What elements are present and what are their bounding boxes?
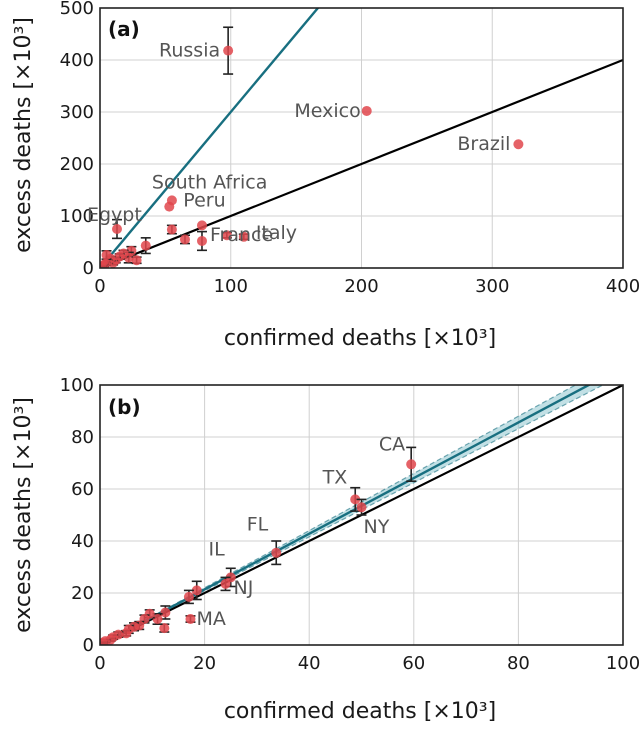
panel-b-xlabel: confirmed deaths [×10³] bbox=[224, 699, 496, 724]
panel-a-xtick-label: 0 bbox=[94, 276, 105, 297]
panel-a-data-point bbox=[238, 231, 249, 242]
panel-a-point-label: Brazil bbox=[457, 133, 510, 155]
panel-a-point-label: Mexico bbox=[294, 100, 360, 122]
panel-a-data-point bbox=[179, 234, 190, 245]
panel-a-plot-area bbox=[100, 8, 623, 268]
panel-b-point-label: FL bbox=[247, 514, 269, 536]
panel-b-xtick-label: 100 bbox=[606, 653, 640, 674]
panel-a-data-point bbox=[221, 230, 232, 241]
panel-b-data-point bbox=[152, 614, 163, 624]
panel-b-data-point bbox=[220, 578, 231, 589]
panel-b-ylabel: excess deaths [×10³] bbox=[11, 397, 36, 633]
panel-b-plot-area bbox=[100, 385, 623, 645]
panel-a-data-point bbox=[361, 105, 372, 116]
panel-b-point-label: NJ bbox=[234, 577, 254, 599]
panel-a-label: (a) bbox=[108, 17, 140, 41]
panel-b-data-point bbox=[121, 628, 132, 639]
panel-a-reference-line bbox=[100, 58, 623, 268]
panel-a-ylabel: excess deaths [×10³] bbox=[11, 17, 36, 253]
panel-a-data-point bbox=[100, 261, 107, 268]
panel-a-data-point bbox=[223, 45, 234, 56]
panel-b-point-label: NY bbox=[364, 516, 390, 538]
panel-a-ytick-label: 0 bbox=[83, 258, 94, 279]
panel-b-data-point bbox=[185, 614, 196, 624]
panel-b-frame bbox=[99, 384, 624, 646]
panel-a-data-point bbox=[140, 240, 151, 251]
panel-a: (a) confirmed deaths [×10³] excess death… bbox=[11, 0, 640, 351]
panel-b-data-point bbox=[159, 623, 170, 634]
panel-b-xtick-label: 20 bbox=[193, 653, 216, 674]
panel-a-frame bbox=[99, 7, 624, 269]
panel-a-point-label: France bbox=[210, 224, 273, 246]
panel-a-point-label: Italy bbox=[256, 222, 297, 244]
panel-a-xtick-label: 400 bbox=[606, 276, 640, 297]
panel-a-ytick-label: 300 bbox=[60, 102, 94, 123]
panel-a-data-point bbox=[513, 139, 524, 150]
panel-a-ytick-label: 400 bbox=[60, 50, 94, 71]
panel-a-ytick-label: 200 bbox=[60, 154, 94, 175]
panel-b-ytick-label: 0 bbox=[83, 635, 94, 656]
panel-b: (b) confirmed deaths [×10³] excess death… bbox=[11, 375, 640, 724]
panel-b-data-point bbox=[160, 607, 171, 618]
panel-b-point-label: IL bbox=[209, 538, 226, 560]
panel-b-data-point bbox=[350, 494, 361, 505]
panel-a-data-point bbox=[196, 220, 207, 231]
panel-b-ytick-label: 80 bbox=[71, 427, 94, 448]
panel-a-data-point bbox=[131, 255, 142, 266]
panel-a-data-point bbox=[101, 250, 112, 260]
panel-b-xtick-label: 40 bbox=[298, 653, 321, 674]
panel-b-point-label: TX bbox=[322, 466, 348, 488]
panel-b-data-point bbox=[191, 585, 202, 596]
panel-b-xtick-label: 80 bbox=[507, 653, 530, 674]
panel-a-point-label: Peru bbox=[183, 190, 225, 212]
panel-b-ytick-label: 40 bbox=[71, 531, 94, 552]
panel-b-point-label: CA bbox=[379, 433, 405, 455]
panel-b-xtick-label: 60 bbox=[402, 653, 425, 674]
panel-a-data-point bbox=[166, 224, 177, 235]
panel-b-data-point bbox=[406, 459, 417, 470]
panel-a-xlabel: confirmed deaths [×10³] bbox=[224, 326, 496, 351]
panel-a-xtick-label: 100 bbox=[214, 276, 248, 297]
panel-a-point-label: South Africa bbox=[152, 171, 267, 193]
panel-a-point-label: Egypt bbox=[87, 204, 142, 226]
panel-b-ytick-label: 20 bbox=[71, 583, 94, 604]
panel-a-xtick-label: 300 bbox=[475, 276, 509, 297]
panel-a-data-point bbox=[164, 201, 175, 212]
panel-b-data-point bbox=[100, 637, 108, 645]
panel-b-data-point bbox=[183, 591, 194, 602]
panel-b-ytick-label: 100 bbox=[60, 375, 94, 396]
panel-b-label: (b) bbox=[108, 395, 141, 419]
panel-b-ytick-label: 60 bbox=[71, 479, 94, 500]
panel-b-point-label: MA bbox=[196, 608, 225, 630]
panel-a-data-point bbox=[196, 235, 207, 246]
panel-b-data-point bbox=[356, 502, 367, 513]
panel-a-xtick-label: 200 bbox=[344, 276, 378, 297]
panel-a-data-point bbox=[111, 224, 122, 234]
panel-b-data-point bbox=[271, 547, 282, 558]
panel-a-fit-line bbox=[100, 8, 320, 268]
panel-a-ytick-label: 500 bbox=[60, 0, 94, 19]
panel-a-ytick-label: 100 bbox=[60, 206, 94, 227]
panel-b-xtick-label: 0 bbox=[94, 653, 105, 674]
panel-a-point-label: Russia bbox=[159, 40, 220, 62]
